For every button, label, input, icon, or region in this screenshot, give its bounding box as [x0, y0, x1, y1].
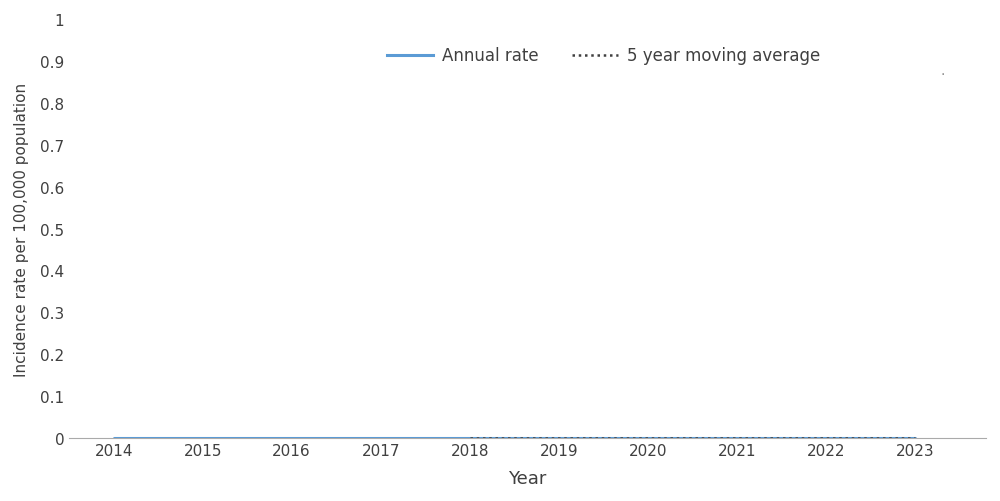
Legend: Annual rate, 5 year moving average: Annual rate, 5 year moving average — [380, 41, 827, 72]
X-axis label: Year: Year — [508, 469, 547, 487]
Y-axis label: Incidence rate per 100,000 population: Incidence rate per 100,000 population — [14, 82, 29, 376]
Text: .: . — [940, 64, 944, 78]
